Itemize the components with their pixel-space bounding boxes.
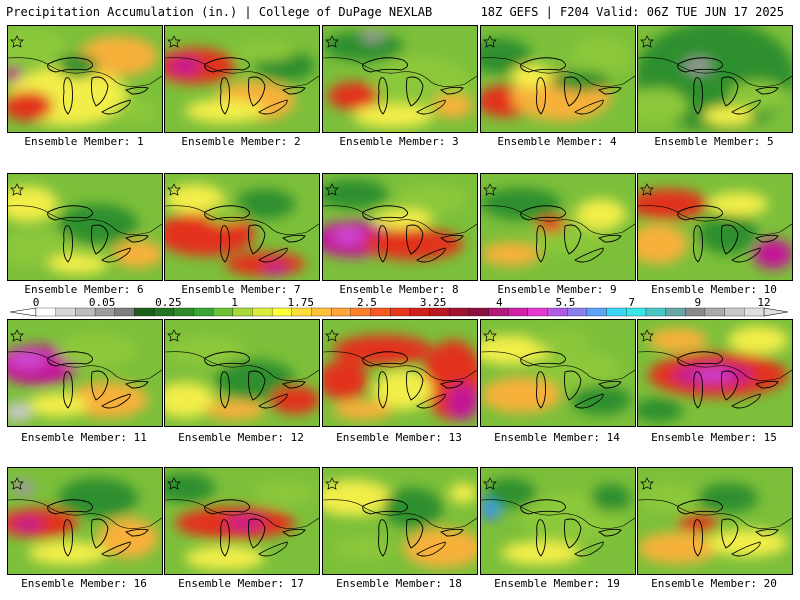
colorbar-tick-label: 4 — [496, 296, 503, 309]
ensemble-member-map — [637, 319, 793, 427]
colorbar-swatch — [94, 307, 116, 317]
ensemble-member-map — [7, 467, 163, 575]
colorbar-swatch — [488, 307, 509, 317]
colorbar-swatch — [75, 307, 96, 317]
colorbar-swatch — [468, 307, 489, 317]
ensemble-member-map — [7, 319, 163, 427]
ensemble-member-label: Ensemble Member: 17 — [178, 577, 304, 590]
colorbar-tick-label: 1.75 — [287, 296, 314, 309]
colorbar-swatch — [704, 307, 726, 317]
ensemble-member-label: Ensemble Member: 3 — [339, 135, 459, 148]
colorbar-swatch — [330, 307, 352, 317]
colorbar-tick-label: 3.25 — [420, 296, 447, 309]
ensemble-member-map — [480, 319, 636, 427]
colorbar-swatch — [350, 307, 371, 317]
ensemble-member-label: Ensemble Member: 15 — [651, 431, 777, 444]
ensemble-member-label: Ensemble Member: 13 — [336, 431, 462, 444]
colorbar-tick-label: 5.5 — [556, 296, 576, 309]
ensemble-member-label: Ensemble Member: 7 — [181, 283, 301, 296]
ensemble-member-label: Ensemble Member: 2 — [181, 135, 301, 148]
ensemble-member-map — [637, 173, 793, 281]
colorbar-swatch — [370, 307, 391, 317]
map-title: Precipitation Accumulation (in.) | Colle… — [6, 5, 433, 19]
ensemble-member-map — [164, 467, 320, 575]
ensemble-member-label: Ensemble Member: 19 — [494, 577, 620, 590]
ensemble-member-map — [7, 25, 163, 133]
colorbar-swatch — [390, 307, 411, 317]
colorbar-swatch — [311, 307, 332, 317]
precipitation-colorbar: 0 0.05 0.25 1 1.75 2.5 3.25 4 5.5 7 9 12 — [0, 296, 800, 322]
colorbar-swatch — [134, 307, 155, 317]
colorbar-swatch — [153, 307, 175, 317]
colorbar-tick-label: 2.5 — [357, 296, 377, 309]
colorbar-tick-label: 0.25 — [155, 296, 182, 309]
colorbar-tick-label: 9 — [695, 296, 702, 309]
ensemble-member-map — [322, 25, 478, 133]
ensemble-member-label: Ensemble Member: 6 — [24, 283, 144, 296]
colorbar-swatch — [429, 307, 450, 317]
ensemble-member-label: Ensemble Member: 18 — [336, 577, 462, 590]
ensemble-member-map — [637, 467, 793, 575]
colorbar-swatch — [55, 307, 76, 317]
ensemble-member-label: Ensemble Member: 16 — [21, 577, 147, 590]
colorbar-swatch — [291, 307, 312, 317]
colorbar-swatch — [606, 307, 627, 317]
ensemble-member-label: Ensemble Member: 12 — [178, 431, 304, 444]
ensemble-member-label: Ensemble Member: 10 — [651, 283, 777, 296]
colorbar-swatch — [724, 307, 745, 317]
colorbar-tick-label: 12 — [757, 296, 770, 309]
ensemble-member-label: Ensemble Member: 1 — [24, 135, 144, 148]
ensemble-member-map — [322, 319, 478, 427]
ensemble-member-map — [480, 25, 636, 133]
colorbar-swatch — [212, 307, 234, 317]
colorbar-swatch — [665, 307, 686, 317]
ensemble-member-map — [322, 173, 478, 281]
ensemble-member-label: Ensemble Member: 9 — [497, 283, 617, 296]
colorbar-swatch — [685, 307, 706, 317]
ensemble-member-map — [164, 25, 320, 133]
colorbar-swatch — [508, 307, 529, 317]
ensemble-member-map — [480, 467, 636, 575]
colorbar-tick-label: 7 — [628, 296, 635, 309]
ensemble-member-map — [322, 467, 478, 575]
colorbar-left-arrow — [9, 307, 37, 317]
colorbar-swatch — [252, 307, 273, 317]
ensemble-member-label: Ensemble Member: 20 — [651, 577, 777, 590]
colorbar-swatch — [409, 307, 430, 317]
colorbar-swatch — [586, 307, 608, 317]
colorbar-swatch — [744, 307, 765, 317]
ensemble-member-label: Ensemble Member: 8 — [339, 283, 459, 296]
colorbar-swatch — [547, 307, 568, 317]
colorbar-tick-label: 1 — [231, 296, 238, 309]
colorbar-swatch — [645, 307, 667, 317]
valid-time-label: 18Z GEFS | F204 Valid: 06Z TUE JUN 17 20… — [480, 5, 784, 19]
colorbar-swatch — [271, 307, 293, 317]
ensemble-member-map — [7, 173, 163, 281]
ensemble-member-label: Ensemble Member: 11 — [21, 431, 147, 444]
colorbar-swatch — [449, 307, 470, 317]
ensemble-member-label: Ensemble Member: 5 — [654, 135, 774, 148]
colorbar-right-arrow — [763, 307, 789, 317]
ensemble-member-label: Ensemble Member: 4 — [497, 135, 617, 148]
colorbar-swatch — [527, 307, 549, 317]
ensemble-member-map — [637, 25, 793, 133]
colorbar-swatch — [626, 307, 647, 317]
colorbar-swatch — [173, 307, 194, 317]
colorbar-swatch — [567, 307, 588, 317]
ensemble-member-map — [164, 319, 320, 427]
ensemble-member-map — [480, 173, 636, 281]
colorbar-tick-label: 0.05 — [89, 296, 116, 309]
colorbar-swatch — [114, 307, 135, 317]
colorbar-swatch — [232, 307, 253, 317]
colorbar-swatch — [193, 307, 214, 317]
ensemble-member-label: Ensemble Member: 14 — [494, 431, 620, 444]
ensemble-member-map — [164, 173, 320, 281]
colorbar-tick-label: 0 — [33, 296, 40, 309]
colorbar-swatch — [35, 307, 57, 317]
